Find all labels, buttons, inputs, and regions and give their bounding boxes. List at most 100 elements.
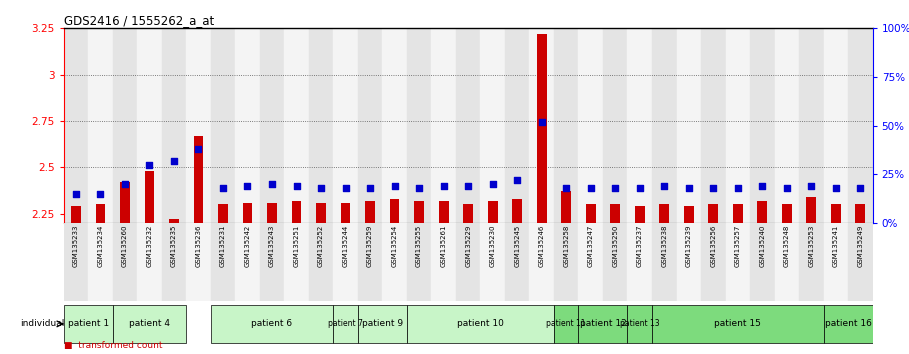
Bar bbox=[432, 28, 456, 223]
Text: patient 16: patient 16 bbox=[824, 319, 872, 329]
Bar bbox=[64, 304, 113, 343]
Text: GSM135248: GSM135248 bbox=[784, 224, 790, 267]
Bar bbox=[64, 28, 88, 223]
Bar bbox=[456, 28, 480, 223]
Text: patient 12: patient 12 bbox=[580, 319, 626, 329]
Bar bbox=[554, 304, 578, 343]
Bar bbox=[554, 28, 578, 223]
Bar bbox=[757, 201, 767, 223]
Text: GSM135254: GSM135254 bbox=[392, 224, 397, 267]
Point bbox=[608, 185, 623, 191]
Bar bbox=[578, 28, 603, 223]
Text: patient 9: patient 9 bbox=[362, 319, 403, 329]
Point bbox=[436, 183, 451, 189]
Bar bbox=[316, 202, 326, 223]
Bar bbox=[684, 206, 694, 223]
Bar bbox=[137, 28, 162, 223]
Bar bbox=[627, 223, 652, 301]
Text: GSM135229: GSM135229 bbox=[465, 224, 471, 267]
Text: GSM135242: GSM135242 bbox=[245, 224, 251, 267]
Bar bbox=[358, 223, 383, 301]
Bar bbox=[113, 28, 137, 223]
Bar bbox=[488, 201, 497, 223]
Bar bbox=[561, 192, 571, 223]
Bar bbox=[260, 223, 285, 301]
Point bbox=[240, 183, 255, 189]
Bar bbox=[659, 205, 669, 223]
Point bbox=[804, 183, 819, 189]
Point bbox=[191, 146, 205, 152]
Point bbox=[166, 158, 181, 164]
Text: GSM135259: GSM135259 bbox=[367, 224, 373, 267]
Bar bbox=[95, 205, 105, 223]
Point bbox=[93, 191, 107, 197]
Text: GSM135235: GSM135235 bbox=[171, 224, 177, 267]
Bar bbox=[824, 28, 848, 223]
Text: patient 4: patient 4 bbox=[129, 319, 170, 329]
Bar bbox=[194, 136, 204, 223]
Text: GSM135257: GSM135257 bbox=[734, 224, 741, 267]
Bar bbox=[774, 28, 799, 223]
Bar bbox=[169, 219, 179, 223]
Text: individual: individual bbox=[20, 319, 65, 329]
Text: patient 13: patient 13 bbox=[620, 319, 660, 329]
Text: GSM135243: GSM135243 bbox=[269, 224, 275, 267]
Bar bbox=[831, 205, 841, 223]
Bar bbox=[627, 304, 652, 343]
Bar bbox=[365, 201, 375, 223]
Bar bbox=[504, 28, 529, 223]
Bar bbox=[456, 223, 480, 301]
Bar bbox=[432, 223, 456, 301]
Bar bbox=[799, 28, 824, 223]
Bar bbox=[145, 171, 155, 223]
Bar bbox=[554, 223, 578, 301]
Bar bbox=[537, 34, 546, 223]
Point bbox=[633, 185, 647, 191]
Text: GSM135230: GSM135230 bbox=[490, 224, 495, 267]
Bar bbox=[610, 205, 620, 223]
Point bbox=[387, 183, 402, 189]
Point bbox=[412, 185, 426, 191]
Bar bbox=[292, 201, 302, 223]
Text: GSM135244: GSM135244 bbox=[343, 224, 348, 267]
Point bbox=[780, 185, 794, 191]
Bar bbox=[806, 197, 816, 223]
Text: GSM135250: GSM135250 bbox=[613, 224, 618, 267]
Bar bbox=[750, 223, 774, 301]
Point bbox=[215, 185, 230, 191]
Bar bbox=[529, 28, 554, 223]
Bar bbox=[848, 28, 873, 223]
Text: GSM135255: GSM135255 bbox=[416, 224, 422, 267]
Bar bbox=[243, 202, 253, 223]
Text: GSM135261: GSM135261 bbox=[441, 224, 446, 267]
Text: GSM135251: GSM135251 bbox=[294, 224, 300, 267]
Bar bbox=[186, 223, 211, 301]
Point bbox=[755, 183, 770, 189]
Bar bbox=[439, 201, 448, 223]
Bar bbox=[211, 304, 334, 343]
Text: GSM135246: GSM135246 bbox=[539, 224, 544, 267]
Point bbox=[854, 185, 868, 191]
Point bbox=[117, 181, 132, 187]
Point bbox=[363, 185, 377, 191]
Text: patient 15: patient 15 bbox=[714, 319, 761, 329]
Bar bbox=[211, 28, 235, 223]
Bar bbox=[407, 28, 432, 223]
Bar bbox=[415, 201, 424, 223]
Bar bbox=[603, 223, 627, 301]
Bar bbox=[652, 28, 676, 223]
Bar bbox=[855, 205, 865, 223]
Text: GSM135232: GSM135232 bbox=[146, 224, 153, 267]
Text: GDS2416 / 1555262_a_at: GDS2416 / 1555262_a_at bbox=[64, 14, 214, 27]
Bar bbox=[162, 223, 186, 301]
Bar bbox=[162, 28, 186, 223]
Bar bbox=[464, 205, 473, 223]
Bar bbox=[782, 205, 792, 223]
Bar bbox=[309, 28, 334, 223]
Text: patient 7: patient 7 bbox=[328, 319, 363, 329]
Bar bbox=[358, 304, 407, 343]
Bar bbox=[733, 205, 743, 223]
Point bbox=[338, 185, 353, 191]
Text: GSM135234: GSM135234 bbox=[97, 224, 104, 267]
Point bbox=[682, 185, 696, 191]
